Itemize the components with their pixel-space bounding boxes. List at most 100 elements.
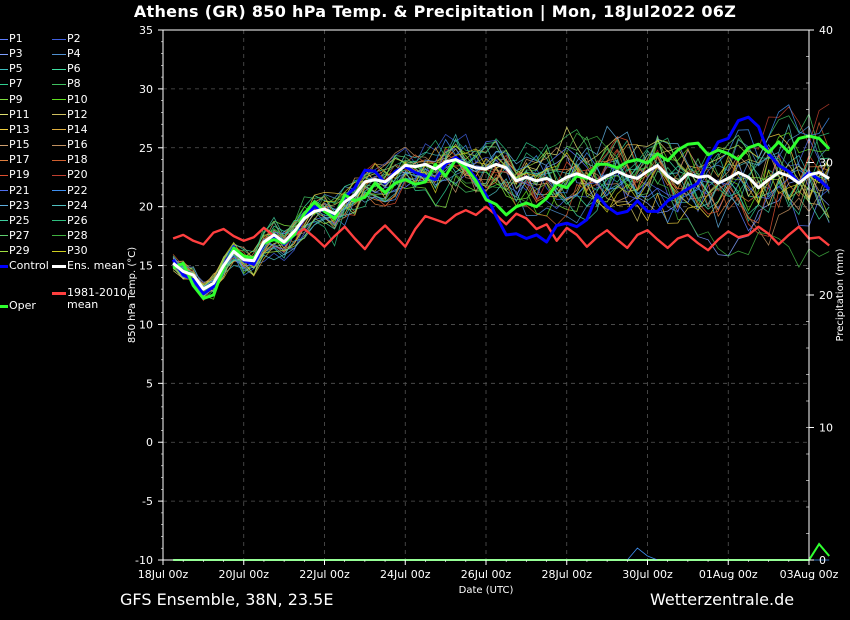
y2-axis-label: Precipitation (mm) — [835, 248, 846, 341]
y-tick-label: 25 — [139, 142, 153, 155]
legend-swatch — [0, 99, 8, 101]
x-tick-label: 26Jul 00z — [461, 568, 512, 581]
legend-item-p29: P29 — [0, 245, 30, 257]
member-line-p20 — [172, 103, 830, 294]
legend-item-p20: P20 — [52, 169, 88, 181]
legend-item-p21: P21 — [0, 183, 30, 197]
x-tick-label: 03Aug 00z — [780, 568, 839, 581]
legend-label: P11 — [9, 107, 30, 121]
legend-label: P23 — [9, 198, 30, 212]
legend-swatch — [0, 159, 8, 161]
legend-item-p15: P15 — [0, 139, 30, 151]
legend-item-p4: P4 — [52, 48, 81, 60]
legend-item-p3: P3 — [0, 48, 23, 60]
legend-swatch — [52, 68, 66, 70]
legend-label: P14 — [67, 122, 88, 136]
legend-label: P15 — [9, 138, 30, 152]
model-location-label: GFS Ensemble, 38N, 23.5E — [120, 590, 334, 609]
legend-swatch — [0, 83, 8, 85]
legend-swatch — [52, 250, 66, 252]
y2-tick-label: 40 — [819, 24, 833, 37]
legend-swatch — [52, 190, 66, 191]
chart-title: Athens (GR) 850 hPa Temp. & Precipitatio… — [133, 2, 737, 21]
member-line-p6 — [172, 137, 830, 296]
legend-item-p13: P13 — [0, 123, 30, 136]
legend-label: P4 — [67, 47, 81, 61]
legend-label: P24 — [67, 198, 88, 212]
legend-item-p28: P28 — [52, 228, 88, 242]
legend-swatch — [52, 220, 66, 222]
legend-label: P17 — [9, 153, 30, 167]
y-tick-label: 0 — [146, 436, 153, 449]
legend-swatch — [52, 291, 66, 295]
legend-item-control: Control — [0, 260, 49, 272]
legend-swatch — [52, 159, 66, 161]
legend-swatch — [0, 174, 8, 176]
source-label: Wetterzentrale.de — [650, 590, 795, 609]
member-line-p18 — [172, 121, 830, 293]
x-tick-label: 22Jul 00z — [299, 568, 350, 581]
legend-label: 1981-2010 — [67, 286, 127, 299]
x-tick-label: 18Jul 00z — [138, 568, 189, 581]
precip-line-oper — [173, 542, 830, 561]
legend-item-p22: P22 — [52, 183, 88, 197]
member-line-p29 — [172, 139, 830, 298]
member-line-p8 — [172, 112, 830, 295]
y-tick-label: 10 — [139, 318, 153, 331]
legend-label: Oper — [9, 299, 36, 312]
legend-label: P29 — [9, 244, 30, 258]
y-tick-label: 5 — [146, 377, 153, 390]
legend-item-p6: P6 — [52, 63, 81, 75]
legend-swatch — [0, 38, 8, 40]
axes: 35 30 25 20 15 10 5 0 -5 -10 40 30 20 10 0 18Jul 00z 20J… — [127, 24, 846, 596]
y-tick-label: 35 — [139, 24, 153, 37]
y-axis-label: 850 hPa Temp. (°C) — [127, 247, 138, 343]
y-tick-label: 30 — [139, 83, 153, 96]
legend-item-p19: P19 — [0, 169, 30, 181]
legend-swatch — [52, 53, 66, 55]
legend-label: P5 — [9, 62, 23, 76]
legend-item-p8: P8 — [52, 78, 81, 90]
legend-label: P21 — [9, 183, 30, 197]
legend-swatch — [52, 129, 66, 131]
legend-item-p25: P25 — [0, 213, 30, 227]
legend-swatch — [52, 99, 66, 101]
legend-swatch — [0, 220, 8, 222]
legend-item-p14: P14 — [52, 122, 88, 136]
legend-label: Control — [9, 259, 49, 272]
y2-tick-label: 30 — [819, 157, 833, 170]
member-line-p24 — [172, 123, 830, 298]
legend-swatch — [0, 114, 8, 116]
legend-swatch — [52, 205, 66, 207]
legend-label: P28 — [67, 228, 88, 242]
main-series — [171, 115, 831, 300]
legend-label: P22 — [67, 183, 88, 197]
legend-swatch — [52, 235, 66, 237]
x-tick-label: 20Jul 00z — [218, 568, 269, 581]
y-tick-label: 20 — [139, 201, 153, 214]
legend-swatch — [0, 235, 8, 237]
legend-item-p18: P18 — [52, 154, 88, 166]
legend-swatch — [0, 264, 8, 268]
precipitation-series — [173, 542, 830, 561]
legend-item-p1: P1 — [0, 33, 23, 45]
legend-label: P10 — [67, 92, 88, 106]
legend-swatch — [0, 144, 8, 146]
series-line-ens-mean — [172, 158, 830, 291]
legend-label: P19 — [9, 168, 30, 182]
legend-item-p7: P7 — [0, 78, 23, 90]
legend-label: P16 — [67, 138, 88, 152]
y-tick-label: -10 — [135, 554, 153, 567]
legend-label: P20 — [67, 168, 88, 182]
legend-label: P27 — [9, 228, 30, 242]
legend-item-p26: P26 — [52, 214, 88, 227]
legend-swatch — [0, 205, 8, 207]
legend-label: P25 — [9, 213, 30, 227]
legend-item-climate-mean: 1981-2010 mean — [52, 287, 127, 311]
x-tick-label: 24Jul 00z — [380, 568, 431, 581]
legend-item-p24: P24 — [52, 198, 88, 212]
legend-label: P3 — [9, 47, 23, 61]
x-axis-label: Date (UTC) — [459, 585, 514, 596]
legend-label: P8 — [67, 77, 81, 91]
